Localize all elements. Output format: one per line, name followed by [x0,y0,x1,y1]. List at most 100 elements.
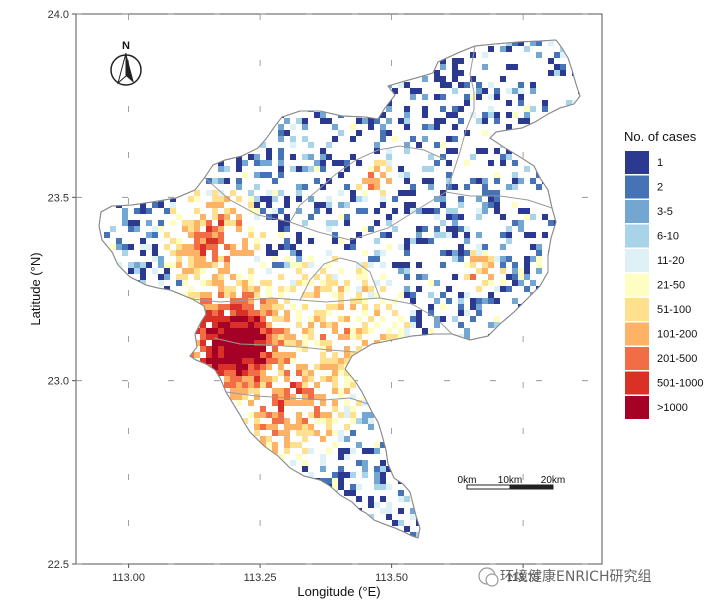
case-cell [374,406,380,412]
case-cell [428,478,434,484]
case-cell [242,430,248,436]
case-cell [338,214,344,220]
case-cell [290,394,296,400]
case-cell [362,190,368,196]
case-cell [140,508,146,514]
case-cell [104,184,110,190]
case-cell [362,208,368,214]
case-cell [206,304,212,310]
case-cell [494,532,500,538]
case-cell [212,376,218,382]
case-cell [428,238,434,244]
case-cell [218,370,224,376]
case-cell [344,280,350,286]
case-cell [440,304,446,310]
case-cell [518,358,524,364]
case-cell [146,478,152,484]
case-cell [260,496,266,502]
case-cell [422,274,428,280]
case-cell [422,76,428,82]
case-cell [476,88,482,94]
case-cell [440,424,446,430]
case-cell [104,418,110,424]
case-cell [164,190,170,196]
case-cell [296,418,302,424]
case-cell [386,166,392,172]
case-cell [266,364,272,370]
case-cell [398,166,404,172]
case-cell [386,364,392,370]
wechat-icon [478,567,499,587]
case-cell [554,208,560,214]
case-cell [530,514,536,520]
case-cell [290,340,296,346]
case-cell [266,82,272,88]
case-cell [248,400,254,406]
case-cell [296,430,302,436]
case-cell [248,190,254,196]
case-cell [248,304,254,310]
case-cell [296,322,302,328]
case-cell [176,154,182,160]
case-cell [236,364,242,370]
case-cell [99,502,104,508]
case-cell [518,526,524,532]
case-cell [338,532,344,538]
case-cell [188,496,194,502]
case-cell [200,256,206,262]
case-cell [266,376,272,382]
case-cell [176,484,182,490]
case-cell [99,442,104,448]
case-cell [230,346,236,352]
case-cell [566,274,572,280]
case-cell [422,400,428,406]
case-cell [326,310,332,316]
case-cell [386,280,392,286]
case-cell [344,346,350,352]
case-cell [302,292,308,298]
case-cell [218,406,224,412]
case-cell [308,334,314,340]
case-cell [176,76,182,82]
case-cell [374,448,380,454]
case-cell [99,328,104,334]
case-cell [164,136,170,142]
case-cell [248,514,254,520]
case-cell [434,424,440,430]
case-cell [206,478,212,484]
case-cell [548,508,554,514]
case-cell [488,292,494,298]
case-cell [524,538,530,544]
case-cell [122,538,128,544]
case-cell [566,166,572,172]
case-cell [482,262,488,268]
case-cell [236,112,242,118]
case-cell [416,358,422,364]
case-cell [494,538,500,544]
case-cell [338,358,344,364]
case-cell [524,496,530,502]
case-cell [188,334,194,340]
case-cell [302,388,308,394]
case-cell [212,346,218,352]
case-cell [572,358,578,364]
case-cell [176,178,182,184]
case-cell [428,124,434,130]
case-cell [212,508,218,514]
case-cell [530,340,536,346]
case-cell [554,130,560,136]
case-cell [320,310,326,316]
case-cell [560,244,566,250]
case-cell [332,328,338,334]
case-cell [410,466,416,472]
case-cell [458,322,464,328]
case-cell [206,106,212,112]
case-cell [116,286,122,292]
case-cell [302,346,308,352]
case-cell [128,280,134,286]
case-cell [440,232,446,238]
case-cell [194,298,200,304]
case-cell [206,394,212,400]
case-cell [272,430,278,436]
case-cell [530,256,536,262]
